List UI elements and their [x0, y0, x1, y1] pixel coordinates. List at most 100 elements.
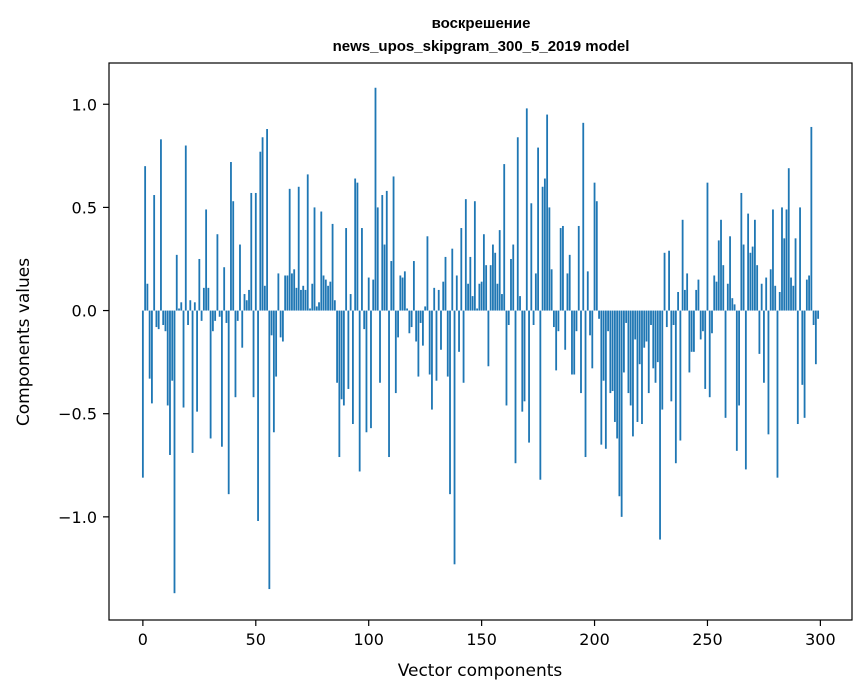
bar	[164, 310, 167, 332]
bar	[555, 310, 558, 371]
bar	[340, 310, 343, 400]
bar	[173, 310, 176, 594]
bar	[230, 162, 232, 311]
bar	[178, 308, 180, 311]
bar	[367, 277, 370, 311]
bar	[169, 310, 171, 455]
bar	[259, 151, 262, 311]
bar	[376, 207, 379, 311]
bar	[239, 244, 241, 311]
bar	[751, 246, 754, 311]
bar	[263, 285, 266, 311]
bar	[817, 310, 820, 319]
x-tick-label: 250	[692, 630, 723, 649]
chart-title-model: news_upos_skipgram_300_5_2019 model	[333, 38, 630, 55]
bar	[602, 310, 605, 381]
bar	[776, 310, 779, 478]
bar	[794, 238, 797, 311]
bar	[322, 275, 325, 311]
bar	[753, 219, 756, 311]
bar	[146, 283, 149, 311]
bar	[250, 192, 253, 311]
bar	[451, 248, 454, 311]
bar	[758, 310, 761, 354]
bar	[232, 201, 235, 311]
bar	[189, 300, 192, 311]
bar	[297, 186, 300, 311]
x-tick-label: 150	[466, 630, 497, 649]
bar	[693, 310, 695, 352]
y-tick-label: 1.0	[72, 95, 97, 114]
bar	[464, 199, 467, 311]
bar	[315, 306, 318, 311]
bar	[370, 310, 372, 429]
bar	[415, 310, 418, 342]
bar	[473, 201, 476, 311]
bar	[248, 289, 250, 311]
bar	[410, 310, 413, 328]
bar	[455, 275, 458, 311]
bar	[604, 310, 607, 449]
bar	[462, 310, 465, 383]
bar	[435, 310, 438, 381]
bar	[686, 273, 689, 311]
bar	[729, 236, 731, 311]
bar	[476, 308, 479, 311]
bar	[469, 256, 472, 311]
bar	[674, 310, 677, 464]
bar	[489, 265, 492, 311]
bar	[433, 287, 436, 311]
bar	[286, 275, 289, 311]
bar	[722, 265, 725, 311]
bar	[293, 269, 296, 311]
bar	[663, 252, 666, 311]
bar	[738, 310, 740, 406]
bar	[781, 207, 783, 311]
bar	[636, 310, 639, 422]
bar	[645, 310, 648, 342]
bar	[327, 285, 329, 311]
bar	[641, 310, 643, 425]
bar	[300, 289, 302, 311]
bar	[519, 296, 521, 311]
bar	[654, 310, 657, 383]
bar	[632, 310, 634, 437]
bar	[562, 225, 564, 311]
bar	[740, 192, 743, 311]
bar	[417, 310, 420, 377]
bar	[747, 213, 750, 311]
bar	[744, 310, 747, 470]
bar	[403, 271, 406, 311]
bar	[564, 310, 567, 350]
bar	[422, 310, 424, 346]
bar	[374, 87, 377, 311]
bar	[584, 310, 587, 458]
bar	[767, 310, 770, 435]
bar	[690, 310, 693, 352]
bar	[638, 310, 641, 365]
bar	[812, 310, 815, 325]
bar	[726, 283, 729, 311]
bar	[162, 310, 165, 325]
bar	[634, 310, 637, 340]
bar	[281, 310, 284, 342]
bar	[304, 289, 307, 311]
bar	[171, 310, 174, 381]
bar	[471, 296, 474, 311]
bar	[347, 310, 350, 389]
x-axis-label: Vector components	[398, 661, 563, 681]
bar	[575, 310, 578, 332]
bar	[196, 310, 198, 412]
bar	[331, 223, 334, 311]
bar	[650, 310, 652, 325]
bar	[392, 176, 395, 311]
bar	[665, 310, 668, 328]
bar	[182, 310, 185, 408]
bar	[496, 283, 499, 311]
bar	[342, 310, 345, 406]
bar	[467, 283, 469, 311]
bar	[717, 240, 720, 311]
bar	[311, 283, 314, 311]
bar	[268, 310, 271, 590]
bar	[498, 230, 501, 311]
